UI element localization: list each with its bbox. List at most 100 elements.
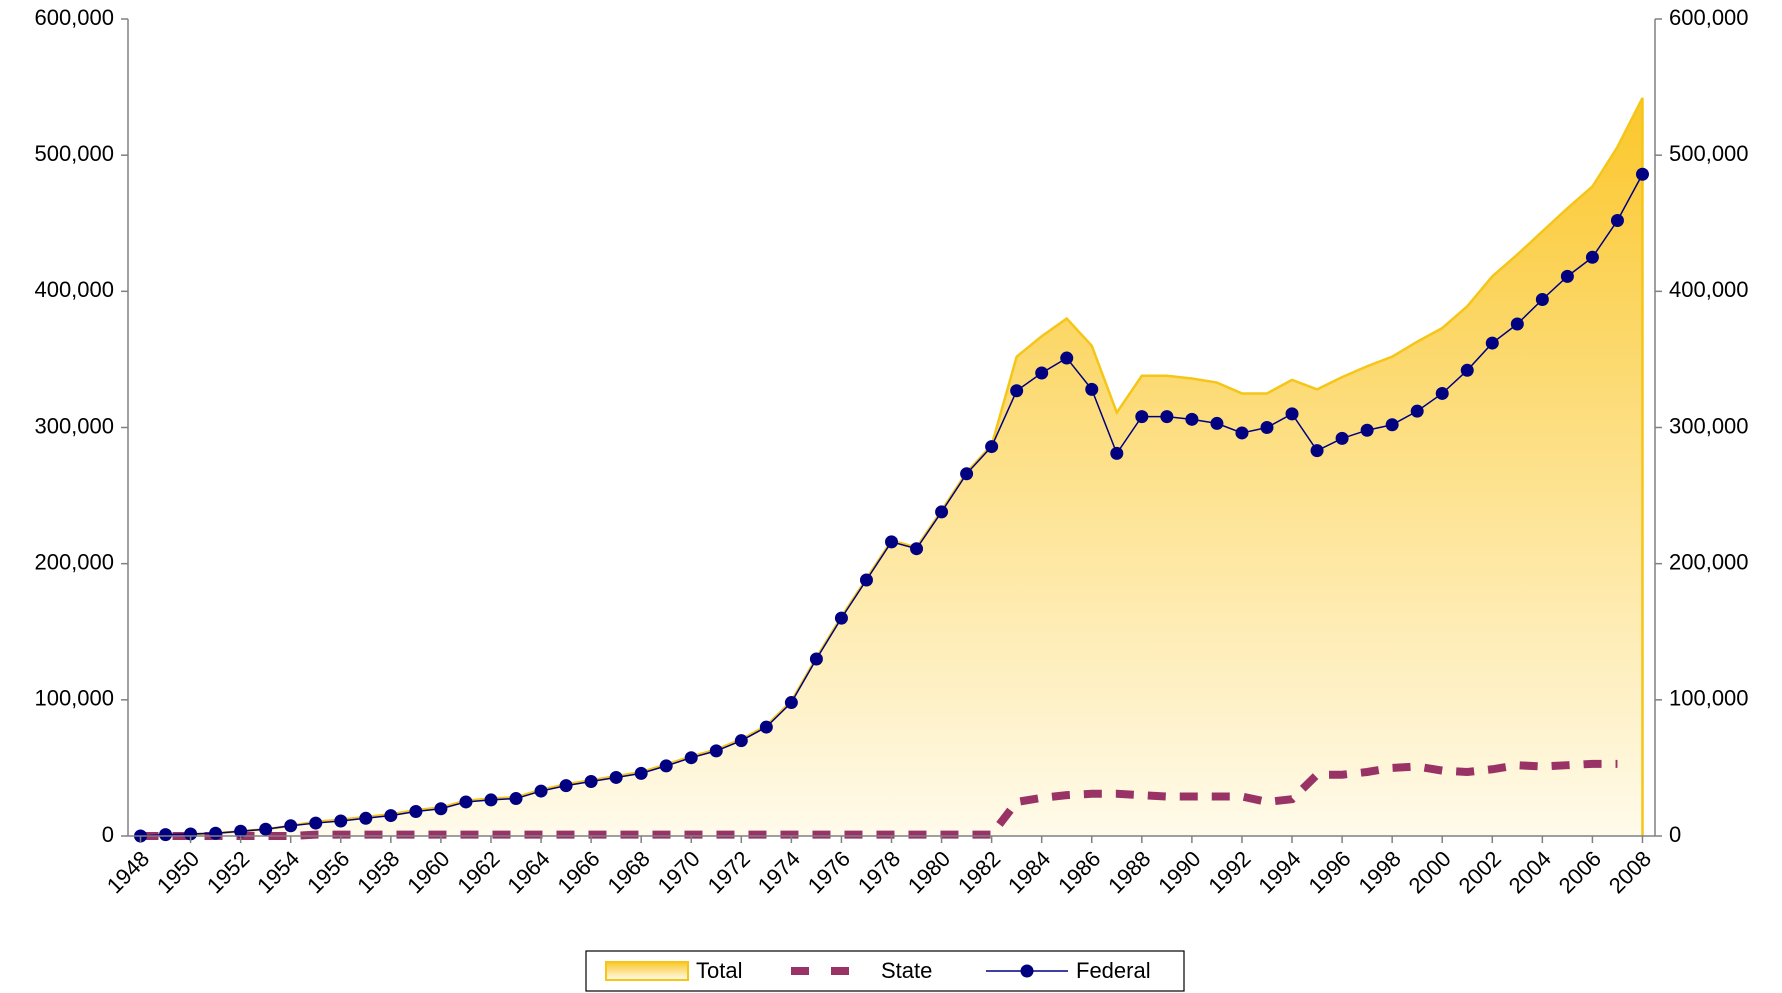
federal-marker bbox=[734, 734, 748, 748]
y-tick-label: 600,000 bbox=[34, 5, 114, 30]
x-tick-label: 1986 bbox=[1053, 846, 1105, 898]
x-tick-label: 1982 bbox=[953, 846, 1005, 898]
federal-marker bbox=[209, 826, 223, 840]
federal-marker bbox=[1035, 366, 1049, 380]
federal-marker bbox=[910, 542, 924, 556]
x-tick-label: 1976 bbox=[803, 846, 855, 898]
federal-marker bbox=[1485, 336, 1499, 350]
x-tick-label: 2008 bbox=[1604, 846, 1656, 898]
legend-swatch bbox=[605, 961, 689, 981]
federal-marker bbox=[1635, 167, 1649, 181]
x-tick-label: 1954 bbox=[252, 846, 304, 898]
federal-marker bbox=[985, 440, 999, 454]
federal-marker bbox=[384, 809, 398, 823]
federal-marker bbox=[784, 696, 798, 710]
x-tick-label: 1990 bbox=[1153, 846, 1205, 898]
federal-marker bbox=[834, 611, 848, 625]
federal-marker bbox=[709, 744, 723, 758]
federal-marker bbox=[609, 770, 623, 784]
x-tick-label: 1964 bbox=[502, 846, 554, 898]
x-tick-label: 2002 bbox=[1454, 846, 1506, 898]
federal-marker bbox=[309, 816, 323, 830]
y2-tick-label: 500,000 bbox=[1669, 141, 1749, 166]
federal-marker bbox=[484, 793, 498, 807]
x-tick-label: 1972 bbox=[703, 846, 755, 898]
federal-marker bbox=[1610, 214, 1624, 228]
federal-marker bbox=[409, 804, 423, 818]
federal-marker bbox=[1535, 293, 1549, 307]
federal-marker bbox=[184, 827, 198, 841]
federal-marker bbox=[359, 811, 373, 825]
federal-marker bbox=[234, 824, 248, 838]
x-tick-label: 1998 bbox=[1354, 846, 1406, 898]
federal-marker bbox=[1310, 444, 1324, 458]
x-tick-label: 1974 bbox=[753, 846, 805, 898]
x-tick-label: 1952 bbox=[202, 846, 254, 898]
y2-tick-label: 600,000 bbox=[1669, 5, 1749, 30]
federal-marker bbox=[1560, 269, 1574, 283]
y-tick-label: 0 bbox=[102, 822, 114, 847]
federal-marker bbox=[1060, 351, 1074, 365]
x-tick-label: 1988 bbox=[1103, 846, 1155, 898]
federal-marker bbox=[534, 784, 548, 798]
x-tick-label: 1984 bbox=[1003, 846, 1055, 898]
federal-marker bbox=[684, 751, 698, 765]
federal-marker bbox=[259, 822, 273, 836]
x-tick-label: 1994 bbox=[1253, 846, 1305, 898]
x-tick-label: 1980 bbox=[903, 846, 955, 898]
legend-marker bbox=[1020, 964, 1034, 978]
x-tick-label: 2004 bbox=[1504, 846, 1556, 898]
y2-tick-label: 400,000 bbox=[1669, 277, 1749, 302]
x-tick-label: 1970 bbox=[653, 846, 705, 898]
federal-marker bbox=[859, 573, 873, 587]
x-tick-label: 1948 bbox=[102, 846, 154, 898]
federal-marker bbox=[1510, 317, 1524, 331]
federal-marker bbox=[960, 467, 974, 481]
x-tick-label: 1962 bbox=[452, 846, 504, 898]
area-fill bbox=[140, 97, 1643, 836]
state-line bbox=[140, 759, 1618, 840]
y2-tick-label: 300,000 bbox=[1669, 413, 1749, 438]
federal-marker bbox=[759, 720, 773, 734]
legend-label: Federal bbox=[1076, 958, 1151, 983]
x-tick-label: 1968 bbox=[603, 846, 655, 898]
federal-marker bbox=[459, 795, 473, 809]
y-tick-label: 500,000 bbox=[34, 141, 114, 166]
y2-tick-label: 200,000 bbox=[1669, 549, 1749, 574]
x-tick-label: 1992 bbox=[1203, 846, 1255, 898]
y2-tick-label: 0 bbox=[1669, 822, 1681, 847]
federal-marker bbox=[434, 802, 448, 816]
federal-marker bbox=[584, 775, 598, 789]
federal-marker bbox=[634, 766, 648, 780]
federal-marker bbox=[1585, 250, 1599, 264]
y-tick-label: 400,000 bbox=[34, 277, 114, 302]
federal-marker bbox=[1210, 416, 1224, 430]
federal-marker bbox=[1435, 386, 1449, 400]
x-tick-label: 2006 bbox=[1554, 846, 1606, 898]
federal-marker bbox=[1285, 407, 1299, 421]
federal-marker bbox=[659, 759, 673, 773]
federal-marker bbox=[1185, 412, 1199, 426]
federal-marker bbox=[1160, 410, 1174, 424]
legend-label: State bbox=[881, 958, 932, 983]
federal-marker bbox=[1010, 384, 1024, 398]
y-tick-label: 300,000 bbox=[34, 413, 114, 438]
federal-marker bbox=[1110, 446, 1124, 460]
x-tick-label: 1956 bbox=[302, 846, 354, 898]
federal-marker bbox=[1385, 418, 1399, 432]
federal-marker bbox=[1260, 421, 1274, 434]
federal-marker bbox=[334, 814, 348, 828]
legend-label: Total bbox=[696, 958, 742, 983]
federal-marker bbox=[159, 828, 173, 842]
federal-marker bbox=[1335, 431, 1349, 445]
y-tick-label: 100,000 bbox=[34, 686, 114, 711]
federal-marker bbox=[509, 792, 523, 806]
x-tick-label: 1996 bbox=[1303, 846, 1355, 898]
federal-marker bbox=[1460, 363, 1474, 377]
x-tick-label: 1960 bbox=[402, 846, 454, 898]
x-tick-label: 1966 bbox=[552, 846, 604, 898]
federal-marker bbox=[559, 779, 573, 793]
federal-marker bbox=[284, 819, 298, 833]
x-tick-label: 1978 bbox=[853, 846, 905, 898]
